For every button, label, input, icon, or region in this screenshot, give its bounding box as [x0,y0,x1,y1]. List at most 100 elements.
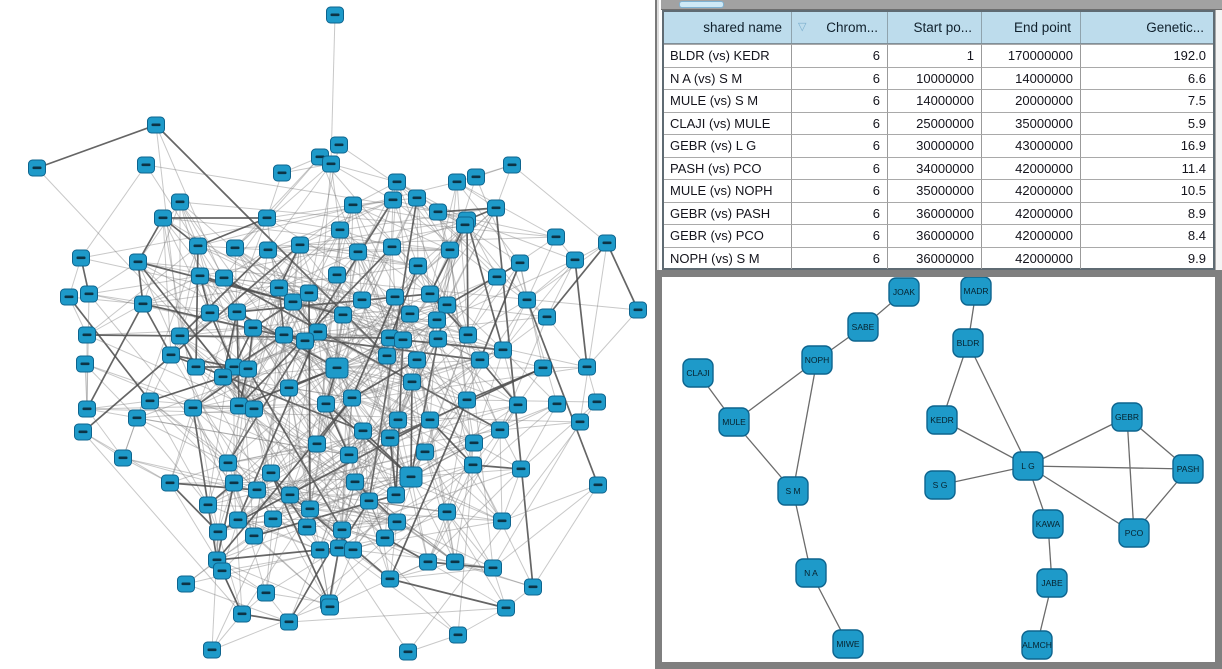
table-cell[interactable]: 35000000 [888,179,982,202]
network-node[interactable] [301,500,319,518]
network-node[interactable] [273,164,291,182]
network-node[interactable] [588,393,606,411]
network-node[interactable] [464,456,482,474]
subnetwork-node-mule[interactable]: MULE [718,407,750,437]
network-node[interactable] [403,373,421,391]
network-node[interactable] [308,435,326,453]
network-node[interactable] [209,523,227,541]
table-cell[interactable]: 20000000 [982,89,1081,112]
column-header-4[interactable]: Genetic... [1081,12,1213,43]
subnetwork-node-pash[interactable]: PASH [1172,454,1204,484]
table-cell[interactable]: 6 [792,246,888,269]
table-cell[interactable]: GEBR (vs) PCO [664,224,792,247]
network-node[interactable] [503,156,521,174]
network-node[interactable] [428,311,446,329]
network-node[interactable] [330,539,348,557]
network-node[interactable] [408,351,426,369]
subnetwork-node-l-g[interactable]: L G [1012,451,1044,481]
network-node[interactable] [491,421,509,439]
network-node[interactable] [137,156,155,174]
table-cell[interactable]: 36000000 [888,201,982,224]
network-node[interactable] [245,400,263,418]
table-cell[interactable]: 1 [888,44,982,67]
table-cell[interactable]: 35000000 [982,111,1081,134]
network-node[interactable] [547,228,565,246]
network-node[interactable] [354,422,372,440]
network-node[interactable] [344,196,362,214]
network-node[interactable] [201,304,219,322]
network-node[interactable] [214,368,232,386]
network-node[interactable] [446,553,464,571]
network-node[interactable] [548,395,566,413]
network-node[interactable] [239,360,257,378]
network-node[interactable] [275,326,293,344]
network-node[interactable] [129,253,147,271]
network-node[interactable] [429,203,447,221]
table-cell[interactable]: 10000000 [888,66,982,89]
network-node[interactable] [257,584,275,602]
network-node[interactable] [331,221,349,239]
network-node[interactable] [281,486,299,504]
network-node[interactable] [511,254,529,272]
table-cell[interactable]: N A (vs) S M [664,66,792,89]
network-node[interactable] [449,626,467,644]
network-node[interactable] [419,553,437,571]
table-cell[interactable]: 11.4 [1081,156,1213,180]
network-node[interactable] [161,474,179,492]
network-node[interactable] [493,512,511,530]
table-cell[interactable]: 16.9 [1081,134,1213,157]
network-node[interactable] [409,257,427,275]
table-row[interactable]: PASH (vs) PCO 6 34000000 42000000 11.4 [664,156,1213,180]
network-node[interactable] [228,303,246,321]
filter-icon[interactable]: ▽ [798,21,807,33]
network-node[interactable] [458,391,476,409]
network-node[interactable] [388,173,406,191]
network-node[interactable] [230,397,248,415]
subnetwork-node-jabe[interactable]: JABE [1036,568,1068,598]
network-node[interactable] [328,266,346,284]
network-node[interactable] [233,605,251,623]
network-node[interactable] [353,291,371,309]
table-row[interactable]: CLAJI (vs) MULE 6 25000000 35000000 5.9 [664,111,1213,134]
table-cell[interactable]: 25000000 [888,111,982,134]
network-node[interactable] [408,189,426,207]
network-node[interactable] [76,355,94,373]
network-node[interactable] [438,296,456,314]
network-node[interactable] [509,396,527,414]
network-node[interactable] [264,510,282,528]
network-node[interactable] [300,284,318,302]
table-cell[interactable]: 42000000 [982,179,1081,202]
network-node[interactable] [387,486,405,504]
network-node[interactable] [291,236,309,254]
table-cell[interactable]: BLDR (vs) KEDR [664,44,792,67]
table-cell[interactable]: 43000000 [982,134,1081,157]
table-row[interactable]: GEBR (vs) L G 6 30000000 43000000 16.9 [664,134,1213,157]
network-node[interactable] [394,331,412,349]
network-node[interactable] [381,570,399,588]
network-node[interactable] [60,288,78,306]
network-node[interactable] [258,209,276,227]
network-node[interactable] [401,305,419,323]
table-cell[interactable]: 6.6 [1081,66,1213,90]
network-node[interactable] [225,474,243,492]
network-node[interactable] [284,293,302,311]
table-cell[interactable]: GEBR (vs) PASH [664,201,792,224]
network-node[interactable] [578,358,596,376]
network-node[interactable] [534,359,552,377]
table-cell[interactable]: 34000000 [888,156,982,179]
network-node[interactable] [321,598,339,616]
table-cell[interactable]: NOPH (vs) S M [664,246,792,269]
column-header-0[interactable]: shared name [664,12,792,43]
network-node[interactable] [226,239,244,257]
network-node[interactable] [333,521,351,539]
network-node[interactable] [80,285,98,303]
table-cell[interactable]: 170000000 [982,44,1081,67]
network-node[interactable] [566,251,584,269]
network-node[interactable] [349,243,367,261]
network-node[interactable] [28,159,46,177]
network-node[interactable] [487,199,505,217]
network-node[interactable] [344,541,362,559]
table-cell[interactable]: 6 [792,66,888,89]
table-cell[interactable]: 6 [792,201,888,224]
subnetwork-node-kawa[interactable]: KAWA [1032,509,1064,539]
